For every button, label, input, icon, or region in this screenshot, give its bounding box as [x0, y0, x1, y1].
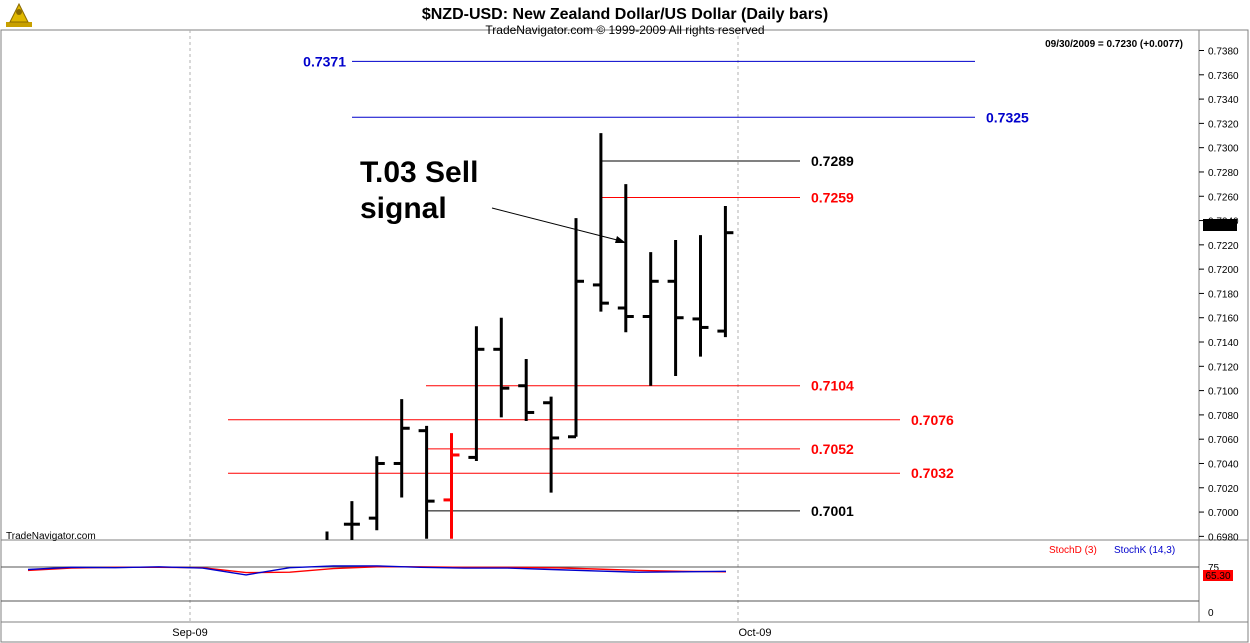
price-tick-label: 0.7260 [1208, 192, 1239, 203]
level-label: 0.7052 [811, 441, 854, 457]
stoch-series-line [27, 565, 727, 576]
annotation-arrowhead [615, 236, 626, 243]
price-tick-label: 0.7100 [1208, 387, 1239, 398]
legend-stochd: StochD (3) [1049, 545, 1097, 556]
price-tick-label: 0.7360 [1208, 71, 1239, 82]
price-tick-label: 0.7140 [1208, 338, 1239, 349]
chart-title: $NZD-USD: New Zealand Dollar/US Dollar (… [422, 6, 828, 23]
price-tick-label: 0.7180 [1208, 289, 1239, 300]
price-tick-label: 0.7040 [1208, 459, 1239, 470]
watermark: TradeNavigator.com [6, 531, 96, 542]
price-axis-frame [1198, 29, 1249, 541]
price-tick-label: 0.7120 [1208, 362, 1239, 373]
level-label: 0.7032 [911, 465, 954, 481]
price-tick-label: 0.7320 [1208, 119, 1239, 130]
price-tick-label: 0.7060 [1208, 435, 1239, 446]
level-label: 0.7289 [811, 153, 854, 169]
price-tick-label: 0.7000 [1208, 508, 1239, 519]
price-tick-label: 0.7080 [1208, 411, 1239, 422]
price-tick-label: 0.6980 [1208, 532, 1239, 543]
level-label: 0.7371 [303, 53, 346, 69]
price-tick-label: 0.7300 [1208, 144, 1239, 155]
price-tick-label: 0.7160 [1208, 314, 1239, 325]
last-quote-readout: 09/30/2009 = 0.7230 (+0.0077) [1045, 39, 1183, 50]
price-tick-label: 0.7380 [1208, 47, 1239, 58]
x-label-sep: Sep-09 [172, 627, 207, 639]
current-price-label: 0.7230 [1205, 221, 1236, 232]
trade-navigator-logo-icon [6, 2, 32, 27]
stoch-tick-75: 75 [1208, 563, 1220, 574]
price-tick-label: 0.7020 [1208, 484, 1239, 495]
annotation-line1: T.03 Sell [360, 156, 478, 189]
stoch-lines [27, 565, 727, 576]
level-label: 0.7325 [986, 109, 1029, 125]
x-label-oct: Oct-09 [738, 627, 771, 639]
chart-subtitle: TradeNavigator.com © 1999-2009 All right… [485, 23, 764, 37]
price-bars [325, 133, 734, 540]
price-axis-ticks: 0.7380 0.7360 0.7340 0.7320 0.7300 0.7280 0.72… [1199, 47, 1239, 543]
date-axis-frame [0, 621, 1249, 643]
annotation-line2: signal [360, 192, 447, 225]
level-label: 0.7001 [811, 503, 854, 519]
stoch-tick-0: 0 [1208, 608, 1214, 619]
stoch-panel-frame [0, 539, 1200, 623]
price-tick-label: 0.7220 [1208, 241, 1239, 252]
stoch-current-marker [1203, 570, 1233, 581]
level-label: 0.7259 [811, 189, 854, 205]
price-tick-label: 0.7340 [1208, 95, 1239, 106]
level-label: 0.7104 [811, 378, 854, 394]
price-tick-label: 0.7200 [1208, 265, 1239, 276]
stoch-current-label: 65.30 [1205, 571, 1230, 582]
price-levels: 0.7371 0.7325 0.7289 0.7259 0.7104 0.7076 0.70… [228, 53, 1029, 519]
price-tick-label: 0.7280 [1208, 168, 1239, 179]
legend-stochk: StochK (14,3) [1114, 545, 1175, 556]
current-price-marker [1203, 219, 1237, 231]
level-label: 0.7076 [911, 412, 954, 428]
